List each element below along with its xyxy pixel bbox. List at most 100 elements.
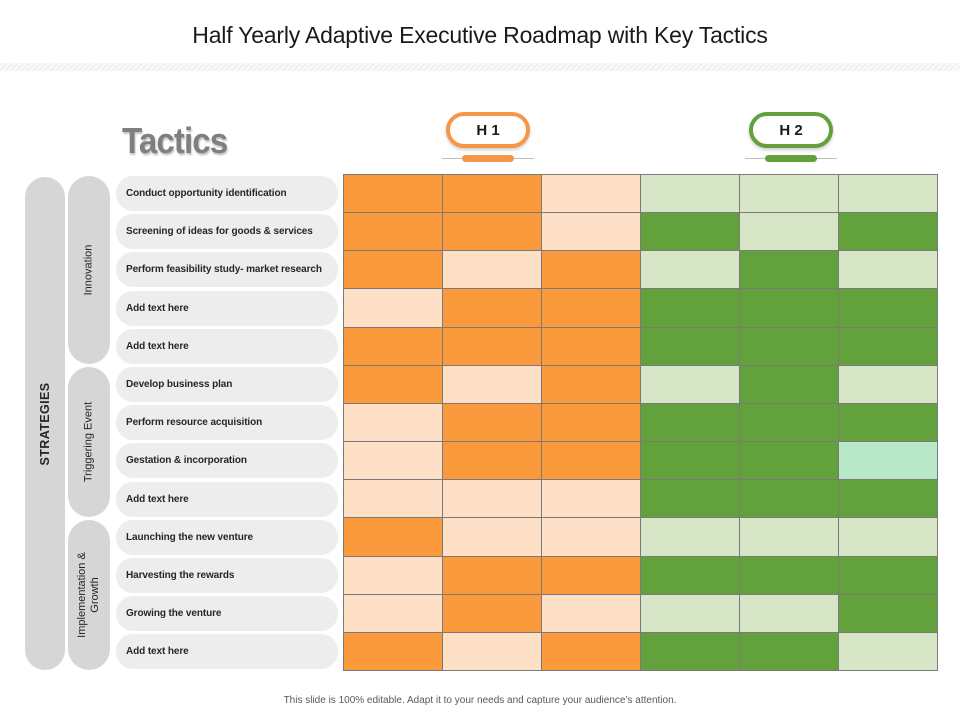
group-pill-triggering-event: Triggering Event — [68, 367, 110, 517]
grid-cell — [740, 480, 838, 518]
period-h2-pill: H 2 — [749, 112, 833, 148]
grid-cell — [344, 327, 442, 365]
grid-cell — [443, 251, 541, 289]
grid-cell — [344, 594, 442, 632]
strategies-label: STRATEGIES — [38, 382, 52, 465]
tactic-row-label: Growing the venture — [116, 596, 338, 632]
tactic-row-label: Add text here — [116, 328, 338, 364]
grid-cell — [344, 632, 442, 670]
period-h1-bar — [462, 155, 514, 162]
grid-cell — [839, 518, 937, 556]
grid-cell — [443, 175, 541, 213]
grid-cell — [839, 289, 937, 327]
grid-cell — [344, 251, 442, 289]
grid-cell — [641, 518, 739, 556]
grid-cell — [740, 327, 838, 365]
grid-cell — [839, 442, 937, 480]
group-pill-implementation-growth: Implementation & Growth — [68, 520, 110, 670]
tactic-row-label: Develop business plan — [116, 366, 338, 402]
grid-cell — [542, 213, 640, 251]
group-label-triggering-event: Triggering Event — [82, 401, 95, 483]
grid-cell — [344, 442, 442, 480]
grid-cell — [641, 556, 739, 594]
grid-cell — [839, 403, 937, 442]
grid-cell — [740, 442, 838, 480]
grid-cell — [740, 403, 838, 442]
tactic-row-label: Gestation & incorporation — [116, 443, 338, 479]
grid-cell — [641, 251, 739, 289]
grid-cell — [542, 594, 640, 632]
grid-cell — [839, 556, 937, 594]
grid-cell — [839, 175, 937, 213]
tactic-row-label: Perform feasibility study- market resear… — [116, 252, 338, 288]
grid-cell — [641, 442, 739, 480]
grid-cell — [839, 213, 937, 251]
grid-cell — [641, 480, 739, 518]
grid-cell — [344, 556, 442, 594]
grid-cell — [344, 175, 442, 213]
grid-cell — [542, 442, 640, 480]
grid-cell — [443, 365, 541, 403]
grid-cell — [443, 213, 541, 251]
tactic-row-label: Launching the new venture — [116, 519, 338, 555]
grid-cell — [641, 594, 739, 632]
grid-cell — [443, 594, 541, 632]
grid-cell — [443, 289, 541, 327]
tactic-row-label: Perform resource acquisition — [116, 405, 338, 441]
grid-cell — [839, 594, 937, 632]
tactic-row-label: Add text here — [116, 290, 338, 326]
grid-cell — [443, 327, 541, 365]
strategies-pill: STRATEGIES — [25, 177, 65, 670]
roadmap-grid — [343, 174, 938, 671]
grid-cell — [641, 175, 739, 213]
grid-cell — [740, 175, 838, 213]
grid-cell — [443, 632, 541, 670]
grid-cell — [344, 289, 442, 327]
grid-cell — [542, 289, 640, 327]
grid-cell — [740, 518, 838, 556]
footer-note: This slide is 100% editable. Adapt it to… — [283, 695, 677, 706]
grid-cell — [740, 594, 838, 632]
grid-cell — [839, 327, 937, 365]
period-h1-label: H 1 — [476, 121, 500, 139]
grid-cell — [542, 175, 640, 213]
grid-cell — [740, 213, 838, 251]
tactic-row-label: Add text here — [116, 634, 338, 670]
grid-cell — [839, 480, 937, 518]
grid-cell — [641, 213, 739, 251]
tactic-rows: Conduct opportunity identification Screen… — [116, 176, 338, 672]
grid-cell — [641, 403, 739, 442]
grid-cell — [740, 556, 838, 594]
grid-cell — [740, 365, 838, 403]
tactic-row-label: Add text here — [116, 481, 338, 517]
grid-cell — [344, 480, 442, 518]
grid-cell — [443, 518, 541, 556]
tactics-heading: Tactics — [122, 120, 228, 161]
grid-cell — [344, 518, 442, 556]
group-pill-innovation: Innovation — [68, 176, 110, 364]
grid-cell — [344, 365, 442, 403]
period-h2-bar — [765, 155, 817, 162]
tactic-row-label: Screening of ideas for goods & services — [116, 214, 338, 250]
grid-cell — [839, 251, 937, 289]
grid-cell — [542, 403, 640, 442]
grid-cell — [443, 442, 541, 480]
tactic-row-label: Harvesting the rewards — [116, 557, 338, 593]
period-h2-label: H 2 — [779, 121, 803, 139]
slide-title: Half Yearly Adaptive Executive Roadmap w… — [192, 22, 768, 48]
tactic-row-label: Conduct opportunity identification — [116, 176, 338, 211]
title-divider-band — [0, 63, 960, 71]
grid-cell — [443, 403, 541, 442]
grid-cell — [641, 327, 739, 365]
grid-cell — [443, 556, 541, 594]
grid-cell — [344, 403, 442, 442]
grid-cell — [344, 213, 442, 251]
grid-cell — [839, 632, 937, 670]
grid-cell — [542, 365, 640, 403]
grid-cell — [740, 251, 838, 289]
group-label-implementation-growth: Implementation & Growth — [76, 552, 101, 638]
grid-cell — [542, 480, 640, 518]
period-h1-pill: H 1 — [446, 112, 530, 148]
grid-cell — [641, 365, 739, 403]
grid-cell — [542, 632, 640, 670]
